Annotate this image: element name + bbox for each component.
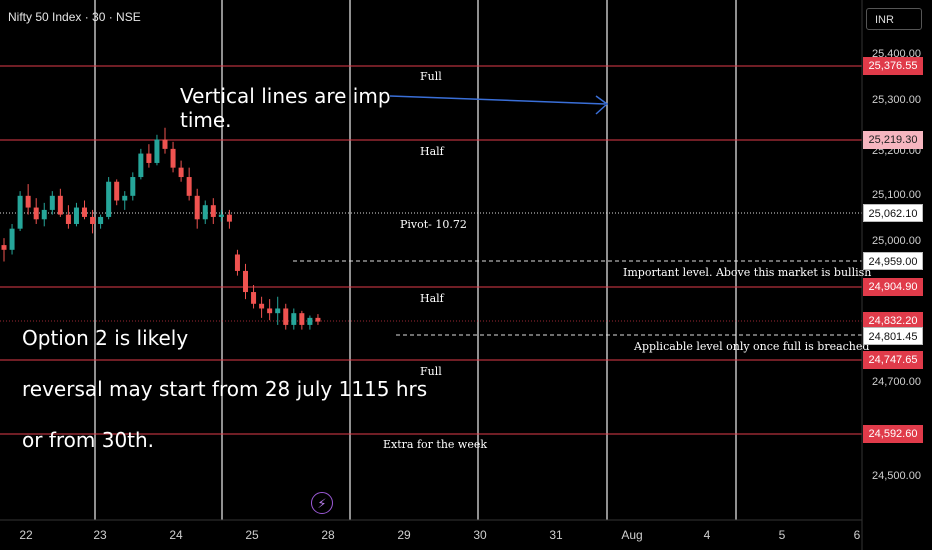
price-tag: 25,376.55: [863, 57, 923, 75]
time-tick: Aug: [621, 528, 643, 542]
time-tick: 24: [169, 528, 183, 542]
candle-up: [73, 207, 79, 224]
price-tag: 24,904.90: [863, 278, 923, 296]
level-label-half-bottom: Half: [420, 292, 444, 305]
candle-up: [98, 216, 104, 224]
candle-up: [17, 195, 23, 229]
candle-down: [170, 148, 176, 168]
candle-up: [202, 205, 208, 220]
candle-up: [122, 195, 128, 201]
level-label-pivot: Pivot- 10.72: [400, 218, 467, 231]
candle-down: [210, 205, 216, 217]
level-label-full-top: Full: [420, 70, 442, 83]
candle-up: [49, 195, 55, 210]
candlestick-series: [1, 127, 321, 330]
price-tag: 24,801.45: [863, 327, 923, 345]
price-tag: 24,592.60: [863, 425, 923, 443]
candle-down: [251, 292, 257, 304]
candle-down: [178, 167, 184, 178]
candle-down: [315, 317, 321, 322]
candle-down: [259, 303, 265, 309]
candle-down: [57, 195, 63, 215]
candle-down: [146, 153, 152, 163]
candle-down: [82, 207, 87, 217]
time-tick: 6: [853, 528, 861, 542]
candle-down: [186, 177, 192, 196]
currency-selector[interactable]: INR: [866, 8, 922, 30]
candle-down: [114, 181, 120, 201]
price-tick: 25,300.00: [872, 94, 921, 106]
vertical-lines-note: Vertical lines are imp time.: [180, 84, 391, 132]
candle-up: [307, 317, 313, 325]
candle-down: [299, 313, 305, 325]
symbol-label[interactable]: Nifty 50 Index · 30 · NSE: [8, 10, 141, 24]
candle-up: [291, 313, 297, 325]
candle-down: [1, 245, 7, 250]
time-tick: 30: [473, 528, 487, 542]
price-tick: 24,700.00: [872, 376, 921, 388]
candle-down: [226, 214, 232, 222]
candle-up: [138, 153, 144, 178]
level-label-full-bottom: Full: [420, 365, 442, 378]
annotation-arrow: [389, 95, 609, 115]
level-label-important: Important level. Above this market is bu…: [623, 266, 872, 279]
price-tick: 25,100.00: [872, 189, 921, 201]
level-label-half-top: Half: [420, 145, 444, 158]
candle-down: [243, 270, 248, 293]
vertical-time-lines: [94, 0, 737, 520]
reversal-note: reversal may start from 28 july 1115 hrs: [22, 377, 428, 401]
candle-down: [234, 254, 240, 271]
time-tick: 5: [778, 528, 786, 542]
candle-up: [106, 181, 112, 217]
candle-down: [194, 195, 200, 220]
or-30th-note: or from 30th.: [22, 428, 155, 452]
time-tick: 4: [703, 528, 711, 542]
candle-down: [162, 139, 168, 149]
price-tick: 24,500.00: [872, 470, 921, 482]
price-tick: 25,000.00: [872, 235, 921, 247]
candle-down: [267, 308, 273, 314]
candle-up: [41, 209, 47, 220]
price-tag: 24,747.65: [863, 351, 923, 369]
candle-down: [33, 207, 39, 220]
time-tick: 22: [19, 528, 33, 542]
time-tick: 28: [321, 528, 335, 542]
candle-down: [90, 216, 96, 224]
lightning-icon[interactable]: ⚡: [311, 492, 333, 514]
time-tick: 25: [245, 528, 259, 542]
price-tag: 25,062.10: [863, 204, 923, 222]
candle-up: [218, 214, 224, 217]
level-label-applicable: Applicable level only once full is breac…: [634, 340, 870, 353]
level-label-extra: Extra for the week: [383, 438, 488, 451]
candle-up: [130, 177, 136, 196]
time-tick: 23: [93, 528, 107, 542]
price-tag: 25,219.30: [863, 131, 923, 149]
level-lines: [0, 65, 862, 435]
candle-down: [65, 214, 71, 224]
price-tag: 24,959.00: [863, 252, 923, 270]
candle-up: [9, 228, 15, 250]
time-tick: 31: [549, 528, 563, 542]
price-tag: 24,832.20: [863, 312, 923, 330]
time-tick: 29: [397, 528, 411, 542]
candle-down: [283, 308, 289, 325]
candle-up: [275, 308, 281, 314]
option-note: Option 2 is likely: [22, 326, 189, 350]
candle-up: [154, 139, 160, 163]
candle-down: [25, 195, 31, 208]
